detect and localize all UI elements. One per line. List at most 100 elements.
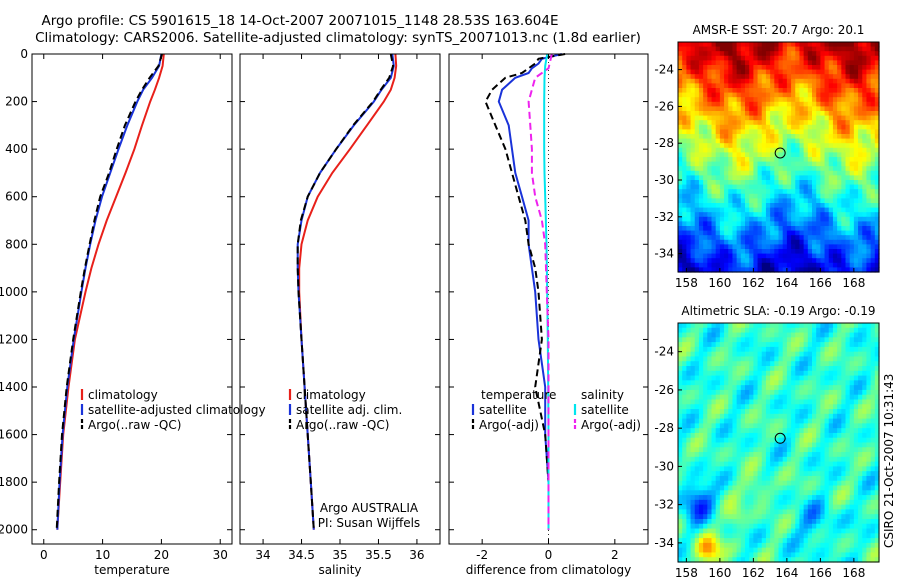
sla_map-heatmap-cell: [765, 475, 771, 482]
sst_map-heatmap-cell: [866, 216, 872, 222]
sst_map-heatmap-cell: [694, 267, 700, 273]
sla_map-heatmap-cell: [820, 499, 826, 506]
sla_map-heatmap-cell: [862, 356, 868, 362]
sst_map-heatmap-cell: [812, 134, 817, 140]
sla_map-heatmap-cell: [853, 557, 859, 563]
sst_map-heatmap-cell: [770, 138, 775, 144]
sst_map-heatmap-cell: [824, 129, 830, 135]
sla_map-heatmap-cell: [803, 380, 809, 386]
sst_map-heatmap-cell: [799, 170, 805, 176]
sst_map-heatmap-cell: [812, 78, 817, 84]
sst_map-heatmap-cell: [832, 152, 838, 158]
sla_map-heatmap-cell: [765, 518, 771, 525]
sla_map-heatmap-cell: [853, 423, 859, 429]
sst_map-heatmap-cell: [698, 189, 704, 195]
sla_map-heatmap-cell: [828, 547, 834, 554]
salinity-annotation-text: PI: Susan Wijffels: [318, 516, 420, 530]
sla_map-heatmap-cell: [711, 337, 717, 343]
salinity-profile-plot: 34 34.5 35 35.5 36salinityclimatologysatelli…: [239, 53, 441, 577]
sla_map-heatmap-cell: [698, 361, 704, 367]
sst_map-heatmap-cell: [832, 161, 838, 167]
sla_map-heatmap-cell: [745, 552, 750, 558]
sst_map-heatmap-cell: [845, 120, 851, 126]
sst_map-heatmap-cell: [874, 111, 880, 117]
sla_map-heatmap-cell: [711, 471, 717, 477]
sla_map-heatmap-cell: [778, 518, 784, 525]
sst_map-heatmap-cell: [870, 244, 876, 250]
sla_map-heatmap-cell: [774, 504, 780, 511]
sst_map-heatmap-cell: [816, 97, 821, 103]
sla_map-heatmap-cell: [732, 380, 738, 386]
sst_map-heatmap-cell: [816, 92, 821, 98]
sla_map-heatmap-cell: [866, 437, 872, 444]
sst_map-heatmap-cell: [786, 129, 792, 135]
sla_map-heatmap-cell: [719, 380, 725, 386]
sst_map-heatmap-cell: [858, 115, 863, 121]
depth-tick-label: 600: [5, 190, 28, 204]
sst_map-heatmap-cell: [703, 262, 708, 268]
sla_map-heatmap-cell: [724, 432, 729, 439]
sst_map-heatmap-cell: [770, 216, 775, 222]
sla_map-heatmap-cell: [849, 361, 855, 367]
sla_map-heatmap-cell: [858, 332, 863, 338]
sla_map-heatmap-cell: [719, 547, 725, 554]
sst_map-heatmap-cell: [837, 175, 842, 181]
sla_map-heatmap-cell: [678, 442, 683, 448]
sla_map-heatmap-cell: [678, 389, 683, 396]
sla_map-heatmap-cell: [858, 418, 863, 424]
sst_map-heatmap-cell: [786, 216, 792, 222]
sst_map-heatmap-cell: [757, 115, 763, 121]
sla_map-heatmap-cell: [765, 389, 771, 396]
sla_map-heatmap-cell: [832, 504, 838, 511]
sla_map-heatmap-cell: [690, 509, 696, 515]
sla_map-heatmap-cell: [828, 538, 834, 544]
sst_map-x-tick-label: 160: [708, 276, 731, 290]
sst_map-heatmap-cell: [732, 235, 738, 241]
sst_map-heatmap-cell: [707, 51, 713, 57]
sst_map-heatmap-cell: [707, 267, 713, 273]
sst_map-heatmap-cell: [807, 134, 813, 140]
sst_map-heatmap-cell: [724, 221, 729, 227]
sst_map-heatmap-cell: [745, 189, 750, 195]
sst_map-heatmap-cell: [757, 170, 763, 176]
sla_map-heatmap-cell: [862, 404, 868, 410]
sst_map-heatmap-cell: [686, 115, 692, 121]
sla_map-heatmap-cell: [786, 346, 792, 353]
sst_map-heatmap-cell: [862, 138, 868, 144]
sla_map-heatmap-cell: [845, 557, 851, 563]
sla_map-heatmap-cell: [870, 538, 876, 544]
sla_map-heatmap-cell: [728, 533, 734, 539]
sst_map-heatmap-cell: [724, 55, 729, 61]
sst_map-heatmap-cell: [753, 175, 759, 181]
sla_map-heatmap-cell: [707, 418, 713, 424]
sst_map-heatmap-cell: [837, 111, 842, 117]
sst_map-heatmap-cell: [724, 51, 729, 57]
sla_map-heatmap-cell: [740, 428, 746, 434]
sst_map-heatmap-cell: [778, 138, 784, 144]
sst_map-heatmap-cell: [853, 212, 859, 218]
sla_map-heatmap-cell: [732, 370, 738, 377]
sla_map-heatmap-cell: [715, 447, 721, 453]
sla_map-heatmap-cell: [841, 552, 847, 558]
sst_map-heatmap-cell: [874, 124, 880, 130]
sla_map-heatmap-cell: [828, 509, 834, 515]
sst_map-heatmap-cell: [770, 129, 775, 135]
sst_map-heatmap-cell: [828, 249, 834, 255]
sla_map-heatmap-cell: [694, 542, 700, 549]
sla_map-heatmap-cell: [841, 504, 847, 511]
sla_map-heatmap-cell: [828, 471, 834, 477]
sla_map-heatmap-cell: [678, 514, 683, 520]
sst_map-heatmap-cell: [866, 180, 872, 186]
sst_map-heatmap-cell: [740, 258, 746, 264]
sla_map-heatmap-cell: [837, 418, 842, 424]
sst_map-heatmap-cell: [866, 129, 872, 135]
sla_map-heatmap-cell: [862, 547, 868, 554]
sst_map-heatmap-cell: [707, 244, 713, 250]
sla_map-heatmap-cell: [765, 361, 771, 367]
sla_map-heatmap-cell: [682, 337, 687, 343]
sst_map-heatmap-cell: [719, 51, 725, 57]
sla_map-heatmap-cell: [765, 394, 771, 401]
sst_map-y-tick-label: -34: [654, 247, 674, 261]
salinity-legend-label: satellite adj. clim.: [296, 403, 402, 417]
sst_map-heatmap-cell: [824, 157, 830, 163]
